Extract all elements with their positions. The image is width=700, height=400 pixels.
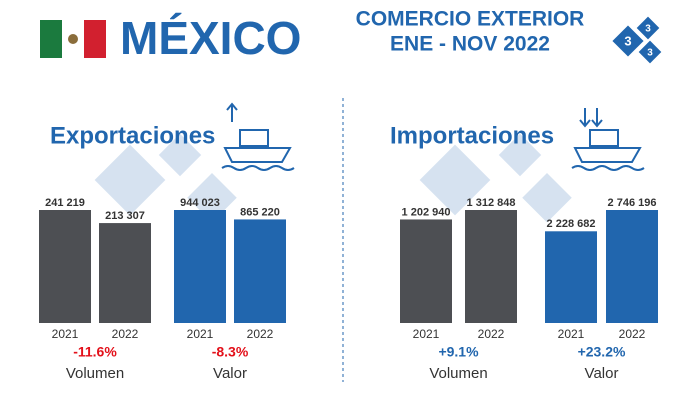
x-tick-label: 2022 <box>247 327 274 341</box>
value-label: 2 228 682 <box>547 218 596 230</box>
bar <box>99 223 151 323</box>
value-label: 944 023 <box>180 197 220 209</box>
bar <box>174 210 226 323</box>
x-axis-label: Volumen <box>429 365 487 382</box>
x-axis-label: Valor <box>585 365 619 382</box>
value-label: 241 219 <box>45 197 85 209</box>
svg-text:3: 3 <box>624 33 631 48</box>
title-line: COMERCIO EXTERIOR <box>356 8 585 31</box>
bar <box>39 210 91 323</box>
change-label: -11.6% <box>73 344 117 360</box>
x-axis-label: Volumen <box>66 365 124 382</box>
title-line: ENE - NOV 2022 <box>390 33 550 56</box>
bar <box>606 210 658 323</box>
change-label: +9.1% <box>438 344 479 360</box>
section-title: Importaciones <box>390 122 554 149</box>
value-label: 865 220 <box>240 206 280 218</box>
x-tick-label: 2022 <box>112 327 139 341</box>
bar <box>465 210 517 323</box>
ship-icon <box>221 102 295 171</box>
change-label: -8.3% <box>212 344 249 360</box>
x-tick-label: 2021 <box>52 327 79 341</box>
svg-text:3: 3 <box>647 48 653 59</box>
country-title: MÉXICO <box>120 12 301 64</box>
logo: 3 3 3 <box>612 16 662 64</box>
bar <box>545 231 597 323</box>
bar <box>234 219 286 323</box>
x-tick-label: 2021 <box>558 327 585 341</box>
value-label: 2 746 196 <box>608 197 657 209</box>
value-label: 213 307 <box>105 210 145 222</box>
flag <box>40 20 106 58</box>
x-axis-label: Valor <box>213 365 247 382</box>
value-label: 1 312 848 <box>467 197 516 209</box>
svg-text:3: 3 <box>645 24 651 35</box>
bar <box>400 219 452 323</box>
section-title: Exportaciones <box>50 122 215 149</box>
x-tick-label: 2021 <box>413 327 440 341</box>
value-label: 1 202 940 <box>402 206 451 218</box>
x-tick-label: 2021 <box>187 327 214 341</box>
change-label: +23.2% <box>578 344 626 360</box>
ship-icon <box>571 108 645 171</box>
x-tick-label: 2022 <box>478 327 505 341</box>
x-tick-label: 2022 <box>619 327 646 341</box>
